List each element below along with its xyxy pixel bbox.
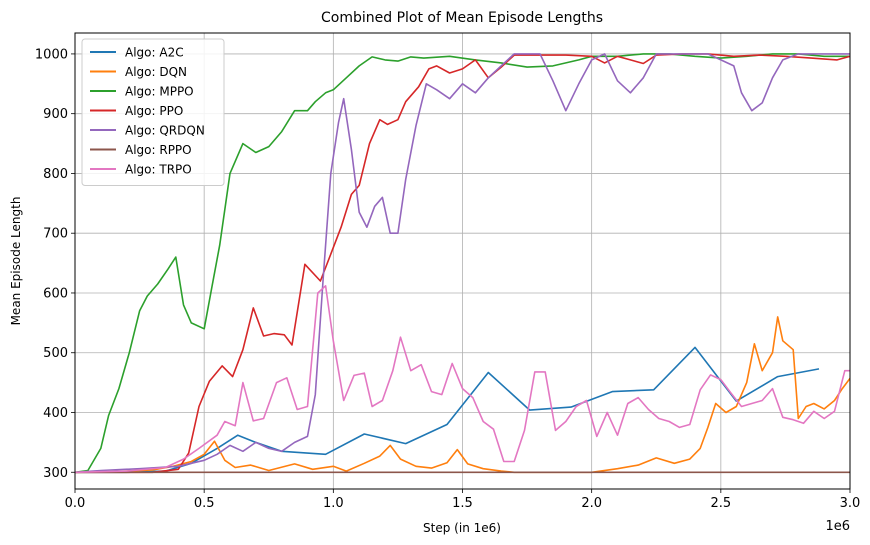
series-line-trpo — [75, 284, 850, 474]
x-tick-label: 3.0 — [840, 496, 861, 511]
series-line-qrdqn — [75, 53, 850, 474]
y-tick-label: 600 — [43, 286, 68, 301]
y-axis-label: Mean Episode Length — [9, 197, 23, 326]
x-tick-label: 2.0 — [581, 496, 602, 511]
series-line-mppo — [75, 53, 850, 474]
y-tick-label: 900 — [43, 107, 68, 122]
x-tick-label: 0.5 — [194, 496, 215, 511]
y-tick-label: 300 — [43, 466, 68, 481]
y-tick-label: 400 — [43, 406, 68, 421]
x-axis-label: Step (in 1e6) — [423, 521, 501, 535]
x-axis-offset-label: 1e6 — [825, 519, 850, 534]
legend-label-dqn: Algo: DQN — [125, 65, 187, 79]
legend-label-ppo: Algo: PPO — [125, 104, 183, 118]
legend-box — [81, 38, 225, 186]
chart-title: Combined Plot of Mean Episode Lengths — [321, 10, 603, 26]
x-tick-label: 1.5 — [452, 496, 473, 511]
legend-label-trpo: Algo: TRPO — [125, 163, 192, 177]
series-lines — [75, 53, 850, 474]
x-tick-label: 2.5 — [710, 496, 731, 511]
x-tick-label: 1.0 — [323, 496, 344, 511]
y-tick-label: 500 — [43, 346, 68, 361]
axis-ticks: 0.0 0.5 1.0 1.5 2.0 2.5 3.0 300 400 500 600 700 800 9… — [35, 47, 860, 511]
legend: Algo: A2C Algo: DQN Algo: MPPO Algo: PPO Alg… — [81, 38, 225, 186]
y-tick-label: 700 — [43, 227, 68, 242]
legend-label-qrdqn: Algo: QRDQN — [125, 124, 205, 138]
y-tick-label: 1000 — [35, 47, 68, 62]
legend-label-rppo: Algo: RPPO — [125, 143, 192, 157]
y-tick-label: 800 — [43, 167, 68, 182]
x-tick-label: 0.0 — [65, 496, 86, 511]
legend-label-a2c: Algo: A2C — [125, 46, 184, 60]
series-line-a2c — [75, 346, 820, 474]
legend-label-mppo: Algo: MPPO — [125, 85, 194, 99]
